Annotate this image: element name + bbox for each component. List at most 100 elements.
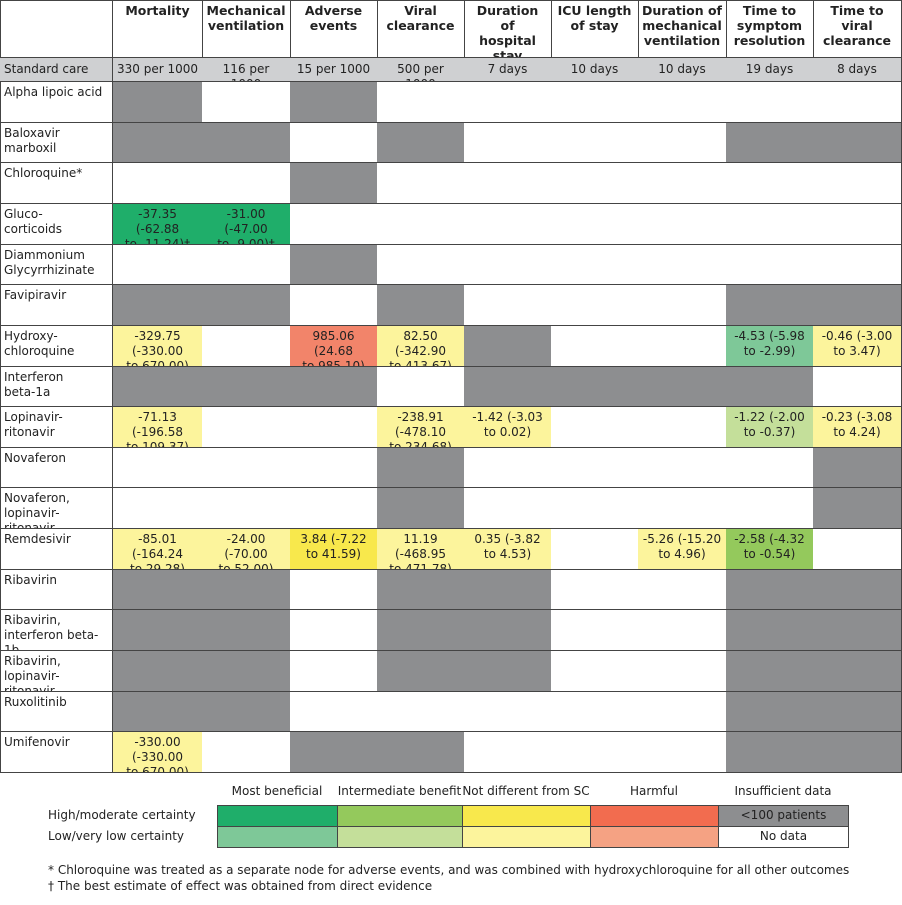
table-cell <box>638 82 727 123</box>
column-header: Time to symptom resolution <box>726 0 814 58</box>
row-label: Ribavirin, interferon beta-1b <box>0 610 113 652</box>
table-cell <box>290 732 378 773</box>
table-cell <box>290 691 378 733</box>
table-cell <box>377 285 465 326</box>
table-cell <box>202 285 291 326</box>
table-cell: 82.50 (-342.90 to 413.67) <box>377 325 465 367</box>
table-border <box>0 0 901 773</box>
table-cell: 3.84 (-7.22 to 41.59) <box>290 529 378 570</box>
header-cell <box>0 0 113 58</box>
standard-care-value: 116 per 1000 <box>202 58 291 82</box>
table-cell <box>113 163 203 204</box>
table-cell <box>813 569 902 611</box>
table-cell: 985.06 (24.68 to 985.10) <box>290 325 378 367</box>
table-cell <box>726 366 814 408</box>
table-cell <box>813 163 902 204</box>
table-cell <box>202 610 291 652</box>
legend-swatch <box>590 805 719 827</box>
column-header: Adverse events <box>290 0 378 58</box>
table-cell <box>202 651 291 692</box>
table-cell <box>638 122 727 164</box>
table-cell <box>726 163 814 204</box>
table-cell <box>638 163 727 204</box>
row-label: Standard care <box>0 58 113 82</box>
table-cell <box>377 691 465 733</box>
column-header: Time to viral clearance <box>813 0 902 58</box>
table-cell <box>638 488 727 530</box>
table-cell <box>726 569 814 611</box>
table-cell <box>638 203 727 245</box>
column-header: Duration of hospital stay <box>464 0 552 58</box>
table-cell <box>377 163 465 204</box>
legend-swatch: <100 patients <box>718 805 849 827</box>
table-cell: -0.23 (-3.08 to 4.24) <box>813 407 902 448</box>
table-cell <box>726 651 814 692</box>
table-cell: -37.35 (-62.88 to -11.24)† <box>113 203 203 245</box>
table-cell: -85.01 (-164.24 to 29.28) <box>113 529 203 570</box>
table-cell <box>464 82 552 123</box>
table-cell <box>290 569 378 611</box>
column-header: Mechanical ventilation <box>202 0 291 58</box>
table-cell: -2.58 (-4.32 to -0.54) <box>726 529 814 570</box>
legend-swatch <box>462 805 591 827</box>
table-cell <box>638 366 727 408</box>
standard-care-value: 19 days <box>726 58 814 82</box>
table-cell <box>464 447 552 489</box>
table-cell <box>113 285 203 326</box>
table-cell <box>377 488 465 530</box>
table-cell <box>290 610 378 652</box>
legend-swatch <box>217 826 338 848</box>
table-cell <box>726 122 814 164</box>
table-cell: -5.26 (-15.20 to 4.96) <box>638 529 727 570</box>
table-cell <box>202 244 291 286</box>
table-cell: -330.00 (-330.00 to 670.00) <box>113 732 203 773</box>
standard-care-value: 15 per 1000 <box>290 58 378 82</box>
table-cell <box>202 488 291 530</box>
table-cell <box>290 203 378 245</box>
table-cell: -71.13 (-196.58 to 109.37) <box>113 407 203 448</box>
table-cell <box>113 122 203 164</box>
table-cell <box>551 407 639 448</box>
table-cell <box>464 325 552 367</box>
table-cell <box>813 691 902 733</box>
table-cell <box>813 732 902 773</box>
table-cell <box>551 366 639 408</box>
row-label: Ribavirin, lopinavir-ritonavir <box>0 651 113 692</box>
table-cell <box>113 366 203 408</box>
table-cell <box>377 203 465 245</box>
table-cell <box>377 366 465 408</box>
standard-care-value: 10 days <box>551 58 639 82</box>
standard-care-value: 7 days <box>464 58 552 82</box>
column-header: Viral clearance <box>377 0 465 58</box>
legend-swatch <box>217 805 338 827</box>
table-cell <box>551 488 639 530</box>
table-cell <box>290 244 378 286</box>
table-cell <box>202 366 291 408</box>
table-cell <box>202 163 291 204</box>
row-label: Ribavirin <box>0 569 113 611</box>
table-cell <box>202 569 291 611</box>
table-cell <box>290 447 378 489</box>
table-cell <box>726 610 814 652</box>
table-cell <box>377 732 465 773</box>
row-label: Novaferon <box>0 447 113 489</box>
table-cell <box>464 122 552 164</box>
footnote: † The best estimate of effect was obtain… <box>48 879 433 893</box>
table-cell <box>464 651 552 692</box>
table-cell: -1.22 (-2.00 to -0.37) <box>726 407 814 448</box>
table-cell <box>726 285 814 326</box>
table-cell <box>726 447 814 489</box>
row-label: Alpha lipoic acid <box>0 82 113 123</box>
table-cell <box>813 529 902 570</box>
legend-swatch <box>337 805 463 827</box>
row-label: Baloxavir marboxil <box>0 122 113 164</box>
legend-header: Not different from SC <box>462 784 590 798</box>
table-cell <box>113 569 203 611</box>
legend-swatch: No data <box>718 826 849 848</box>
standard-care-value: 10 days <box>638 58 727 82</box>
table-cell <box>638 691 727 733</box>
row-label: Umifenovir <box>0 732 113 773</box>
table-cell <box>377 610 465 652</box>
table-cell <box>551 529 639 570</box>
table-cell <box>551 651 639 692</box>
